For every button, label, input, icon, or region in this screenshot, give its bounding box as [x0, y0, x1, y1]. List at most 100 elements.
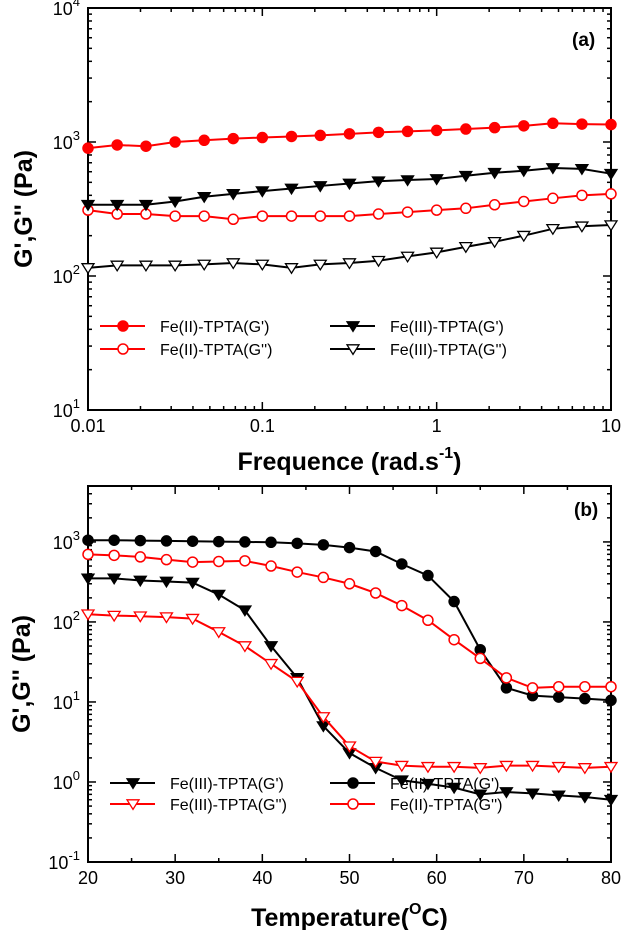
data-point: [227, 213, 239, 226]
data-point: [185, 613, 200, 626]
data-point: [213, 555, 225, 568]
data-point: [394, 775, 409, 787]
x-axis-title: Frequence (rad.s-1): [237, 445, 461, 476]
data-point: [317, 539, 330, 551]
data-point: [134, 551, 147, 563]
data-point: [460, 202, 472, 215]
series-Fe(III)-TPTA(G'): [80, 163, 619, 212]
data-point: [284, 263, 299, 275]
legend-marker: [347, 798, 359, 810]
data-point: [474, 652, 486, 665]
y-tick-label: 102: [53, 608, 80, 633]
data-point: [400, 175, 415, 187]
data-point: [211, 589, 226, 602]
data-point: [313, 259, 328, 272]
data-point: [314, 129, 327, 142]
data-point: [255, 186, 270, 198]
x-tick-label: 1: [432, 416, 442, 436]
y-axis-title: G',G'' (Pa): [10, 150, 38, 268]
legend-marker: [125, 799, 141, 811]
data-point: [605, 118, 617, 131]
data-point: [605, 694, 617, 707]
data-point: [396, 558, 408, 570]
data-point: [133, 611, 148, 623]
data-point: [159, 576, 174, 589]
data-point: [314, 210, 327, 222]
data-point: [526, 682, 539, 694]
data-point: [429, 174, 444, 186]
data-point: [185, 577, 200, 590]
data-point: [226, 258, 241, 270]
chart-panel-1: 0.01 0.1 1 10 101 102 103 104 (a) Fe(II)-TPTA(G')…: [10, 0, 621, 476]
data-point: [500, 682, 513, 694]
data-point: [603, 761, 619, 774]
x-tick-label: 80: [601, 868, 621, 888]
data-point: [237, 641, 253, 653]
series-Fe(II)-TPTA(G'): [82, 534, 617, 707]
data-point: [422, 614, 434, 627]
data-point: [265, 560, 277, 572]
data-point: [169, 136, 181, 148]
data-point: [396, 599, 408, 612]
legend-marker: [117, 343, 129, 355]
data-point: [458, 242, 474, 254]
data-point: [140, 140, 152, 152]
data-point: [420, 761, 436, 774]
data-point: [256, 210, 269, 222]
data-point: [186, 535, 199, 547]
legend-label: Fe(III)-TPTA(G''): [170, 797, 287, 814]
data-point: [82, 548, 94, 561]
data-point: [545, 223, 561, 236]
data-point: [577, 792, 593, 804]
data-point: [227, 132, 239, 145]
panel-label: (b): [574, 500, 598, 521]
y-axis-title: G',G'' (Pa): [8, 615, 36, 733]
legend-label: Fe(III)-TPTA(G'): [170, 776, 284, 793]
data-point: [197, 259, 212, 272]
data-point: [576, 189, 588, 202]
data-point: [134, 534, 147, 547]
data-point: [138, 260, 154, 273]
y-tick-label: 101: [53, 688, 80, 713]
data-point: [342, 741, 357, 753]
series-Fe(III)-TPTA(G''): [80, 220, 619, 275]
series-Fe(III)-TPTA(G''): [80, 609, 619, 775]
data-point: [316, 712, 331, 724]
y-tick-label: 10-1: [48, 848, 80, 873]
data-point: [160, 535, 173, 547]
data-point: [197, 191, 212, 204]
data-point: [213, 535, 225, 548]
y-tick-label: 101: [53, 396, 80, 421]
data-point: [368, 756, 383, 769]
x-tick-label: 0.01: [70, 416, 105, 436]
x-tick-label: 50: [339, 868, 359, 888]
data-point: [448, 633, 460, 646]
x-tick-label: 10: [601, 416, 621, 436]
legend-label: Fe(III)-TPTA(G''): [390, 342, 507, 359]
legend-label: Fe(II)-TPTA(G'): [160, 319, 269, 336]
data-point: [313, 181, 328, 193]
legend-marker: [125, 778, 141, 790]
y-tick-label: 103: [53, 528, 80, 553]
data-point: [516, 165, 531, 178]
data-point: [211, 627, 226, 639]
x-tick-label: 0.1: [250, 416, 275, 436]
data-point: [343, 541, 356, 554]
legend-entry: Fe(III)-TPTA(G'): [330, 319, 504, 336]
data-point: [603, 168, 619, 181]
data-point: [186, 556, 199, 568]
data-point: [446, 761, 462, 774]
data-point: [605, 680, 617, 693]
data-point: [159, 612, 174, 624]
data-point: [400, 251, 415, 264]
legend-entry: Fe(II)-TPTA(G'): [330, 776, 499, 793]
data-point: [291, 537, 303, 550]
x-tick-label: 20: [78, 868, 98, 888]
data-point: [371, 176, 386, 188]
data-point: [487, 236, 502, 249]
data-point: [285, 210, 298, 222]
data-point: [552, 680, 565, 693]
x-tick-label: 70: [514, 868, 534, 888]
